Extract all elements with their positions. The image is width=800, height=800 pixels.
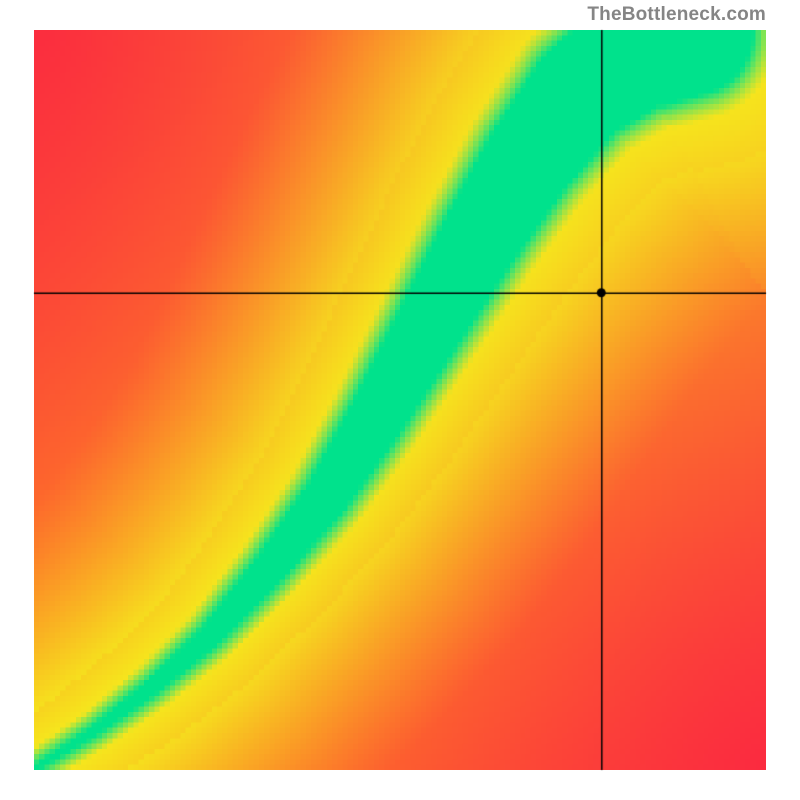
attribution-text: TheBottleneck.com xyxy=(587,4,766,26)
bottleneck-heatmap xyxy=(34,30,766,770)
chart-container: { "attribution": "TheBottleneck.com", "c… xyxy=(0,0,800,800)
